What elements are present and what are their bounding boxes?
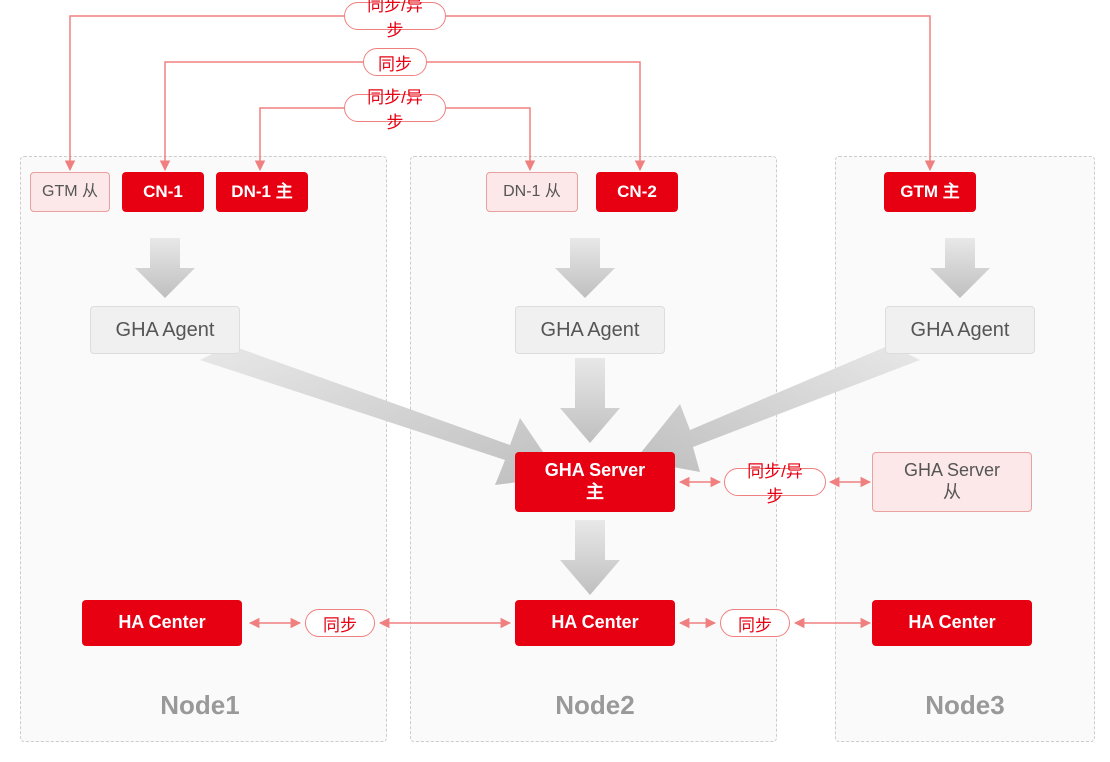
box-agent1: GHA Agent [90,306,240,354]
pill-label: 同步/异步 [359,83,431,133]
box-label: CN-2 [617,182,657,202]
node-label-text: Node1 [160,690,239,720]
pill-label: 同步 [378,50,412,75]
box-ha3: HA Center [872,600,1032,646]
box-label: GTM 从 [42,182,98,201]
node2-panel [410,156,777,742]
box-gha-server-master: GHA Server 主 [515,452,675,512]
node1-panel [20,156,387,742]
pill-ha-sync-right: 同步 [720,609,790,637]
box-gha-server-slave: GHA Server 从 [872,452,1032,512]
box-label: CN-1 [143,182,183,202]
box-label: HA Center [908,612,995,634]
node3-panel [835,156,1095,742]
diagram-canvas: 同步/异步 同步 同步/异步 GTM 从 CN-1 DN-1 主 DN-1 从 … [0,0,1110,762]
box-label: GHA Server 主 [545,460,645,503]
box-label: HA Center [118,612,205,634]
node-label-text: Node2 [555,690,634,720]
box-cn2: CN-2 [596,172,678,212]
box-agent2: GHA Agent [515,306,665,354]
box-dn1-master: DN-1 主 [216,172,308,212]
box-label: HA Center [551,612,638,634]
pill-label: 同步/异步 [359,0,431,41]
box-gtm-master: GTM 主 [884,172,976,212]
pill-label: 同步 [323,611,357,636]
pill-label: 同步 [738,611,772,636]
box-label: GHA Agent [541,318,640,342]
box-ha2: HA Center [515,600,675,646]
node3-label: Node3 [915,690,1015,721]
box-ha1: HA Center [82,600,242,646]
box-agent3: GHA Agent [885,306,1035,354]
box-label: DN-1 从 [503,182,561,201]
pill-ha-sync-left: 同步 [305,609,375,637]
pill-label: 同步/异步 [739,457,811,507]
box-label: GTM 主 [900,182,960,202]
box-cn1: CN-1 [122,172,204,212]
box-label: GHA Server 从 [904,460,1000,503]
box-label: GHA Agent [116,318,215,342]
pill-gha-sync: 同步/异步 [724,468,826,496]
node1-label: Node1 [150,690,250,721]
box-gtm-slave: GTM 从 [30,172,110,212]
node2-label: Node2 [545,690,645,721]
pill-top-1: 同步/异步 [344,2,446,30]
node-label-text: Node3 [925,690,1004,720]
pill-top-3: 同步/异步 [344,94,446,122]
box-dn1-slave: DN-1 从 [486,172,578,212]
box-label: DN-1 主 [231,182,292,202]
box-label: GHA Agent [911,318,1010,342]
pill-top-2: 同步 [363,48,427,76]
